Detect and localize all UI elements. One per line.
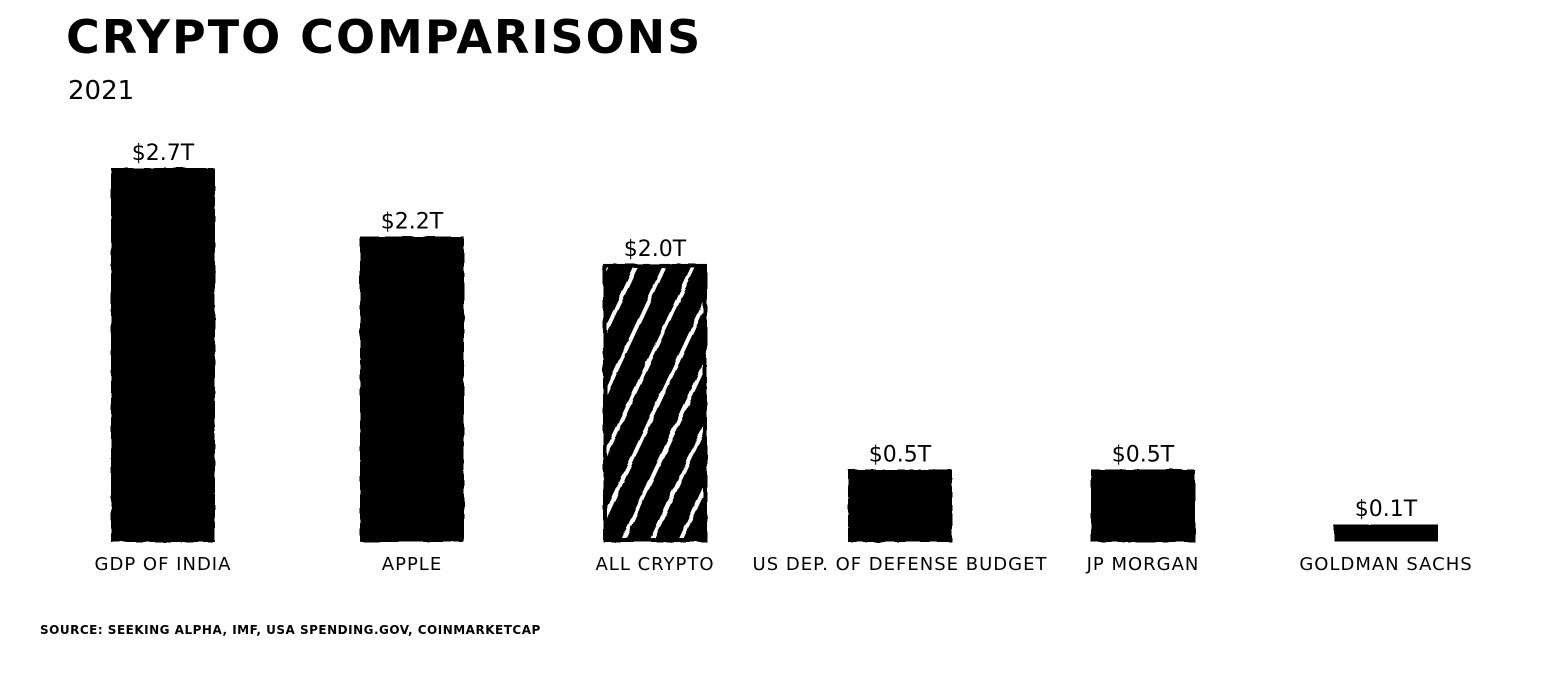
source-note: SOURCE: SEEKING ALPHA, IMF, USA SPENDING…	[40, 623, 541, 637]
value-label-gdp-of-india: $2.7T	[132, 141, 195, 166]
value-label-jp-morgan: $0.5T	[1112, 442, 1175, 467]
chart-title: CRYPTO COMPARISONS	[66, 10, 703, 64]
value-label-us-dep-of-defense-budget: $0.5T	[869, 442, 932, 467]
category-label-us-dep-of-defense-budget: US DEP. OF DEFENSE BUDGET	[753, 554, 1048, 575]
value-label-apple: $2.2T	[381, 210, 444, 235]
category-label-all-crypto: ALL CRYPTO	[595, 554, 714, 575]
category-label-apple: APPLE	[382, 554, 442, 575]
bar-all-crypto	[603, 263, 707, 542]
bar-us-dep-of-defense-budget	[848, 469, 952, 542]
category-label-gdp-of-india: GDP OF INDIA	[95, 554, 232, 575]
value-label-goldman-sachs: $0.1T	[1355, 497, 1418, 522]
bar-goldman-sachs	[1334, 524, 1438, 542]
bar-gdp-of-india	[111, 168, 215, 542]
bar-apple	[360, 236, 464, 542]
bars-group: $2.7T GDP OF INDIA $2.2T APPLE $2.0T ALL CRYP…	[95, 141, 1472, 575]
bar-chart: $2.7T GDP OF INDIA $2.2T APPLE $2.0T ALL CRYP…	[95, 141, 1472, 575]
chart-subtitle: 2021	[68, 76, 135, 106]
bar-jp-morgan	[1091, 469, 1195, 542]
category-label-jp-morgan: JP MORGAN	[1086, 554, 1200, 575]
category-label-goldman-sachs: GOLDMAN SACHS	[1299, 554, 1472, 575]
value-label-all-crypto: $2.0T	[624, 237, 687, 262]
